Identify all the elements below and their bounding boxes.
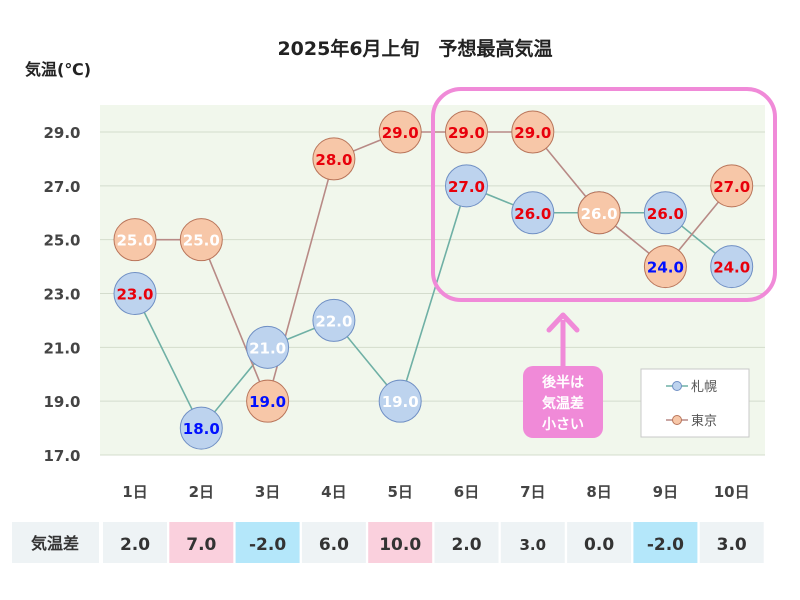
legend-tokyo-marker	[673, 416, 682, 425]
diff-value: -2.0	[647, 535, 684, 555]
x-tick-label: 6日	[454, 483, 479, 501]
data-label-sapporo: 19.0	[382, 393, 419, 411]
data-label-tokyo: 28.0	[315, 151, 352, 169]
x-tick-label: 10日	[714, 483, 750, 501]
diff-cells: 2.0 7.0 -2.0 6.0 10.0 2.0 3.0 0.0 -2.0 3.0	[103, 522, 764, 563]
diff-value: -2.0	[249, 535, 286, 555]
y-tick-label: 25.0	[43, 232, 80, 250]
x-tick-label: 3日	[255, 483, 280, 501]
x-tick-label: 1日	[122, 483, 147, 501]
chart-title: 2025年6月上旬 予想最高気温	[277, 37, 552, 60]
diff-value: 0.0	[584, 535, 614, 555]
diff-value: 3.0	[717, 535, 747, 555]
y-tick-label: 27.0	[43, 178, 80, 196]
y-tick-label: 23.0	[43, 286, 80, 304]
diff-value: 10.0	[379, 535, 421, 555]
legend-sapporo-label: 札幌	[691, 379, 717, 395]
data-label-tokyo: 19.0	[249, 393, 286, 411]
diff-value: 2.0	[120, 535, 150, 555]
legend-tokyo-label: 東京	[691, 413, 717, 429]
legend: 札幌 東京	[641, 369, 749, 437]
diff-value: 7.0	[186, 535, 216, 555]
legend-sapporo-marker	[673, 382, 682, 391]
annotation-line-1: 後半は	[542, 374, 584, 391]
data-label-sapporo: 23.0	[116, 286, 153, 304]
diff-value: 3.0	[520, 536, 547, 554]
data-label-tokyo: 29.0	[382, 124, 419, 142]
x-tick-label: 9日	[653, 483, 678, 501]
annotation-line-2: 気温差	[542, 395, 584, 412]
data-label-tokyo: 25.0	[116, 232, 153, 250]
difference-row: 気温差 2.0 7.0 -2.0 6.0 10.0 2.0 3.0 0.0 -2.0 3.0	[12, 522, 764, 563]
x-tick-label: 8日	[586, 483, 611, 501]
data-label-sapporo: 21.0	[249, 339, 286, 357]
y-tick-label: 17.0	[43, 447, 80, 465]
diff-value: 6.0	[319, 535, 349, 555]
y-tick-label: 21.0	[43, 339, 80, 357]
diff-label: 気温差	[31, 534, 79, 553]
data-label-tokyo: 27.0	[713, 178, 750, 196]
x-tick-label: 7日	[520, 483, 545, 501]
data-label-tokyo: 24.0	[647, 259, 684, 277]
data-label-sapporo: 18.0	[183, 420, 220, 438]
data-label-sapporo: 24.0	[713, 259, 750, 277]
y-axis-label: 気温(℃)	[25, 60, 91, 79]
y-tick-label: 19.0	[43, 393, 80, 411]
annotation-line-3: 小さい	[542, 417, 584, 433]
data-label-tokyo: 29.0	[448, 124, 485, 142]
data-label-tokyo: 26.0	[581, 205, 618, 223]
diff-value: 2.0	[451, 535, 481, 555]
data-label-sapporo: 22.0	[315, 312, 352, 330]
data-label-sapporo: 27.0	[448, 178, 485, 196]
data-label-sapporo: 26.0	[647, 205, 684, 223]
x-tick-label: 5日	[387, 483, 412, 501]
x-tick-label: 4日	[321, 483, 346, 501]
data-label-tokyo: 25.0	[183, 232, 220, 250]
y-ticks: 17.0 19.0 21.0 23.0 25.0 27.0 29.0	[43, 124, 80, 465]
data-label-sapporo: 26.0	[514, 205, 551, 223]
x-ticks: 1日 2日 3日 4日 5日 6日 7日 8日 9日 10日	[122, 483, 749, 501]
x-tick-label: 2日	[189, 483, 214, 501]
data-label-tokyo: 29.0	[514, 124, 551, 142]
y-tick-label: 29.0	[43, 124, 80, 142]
